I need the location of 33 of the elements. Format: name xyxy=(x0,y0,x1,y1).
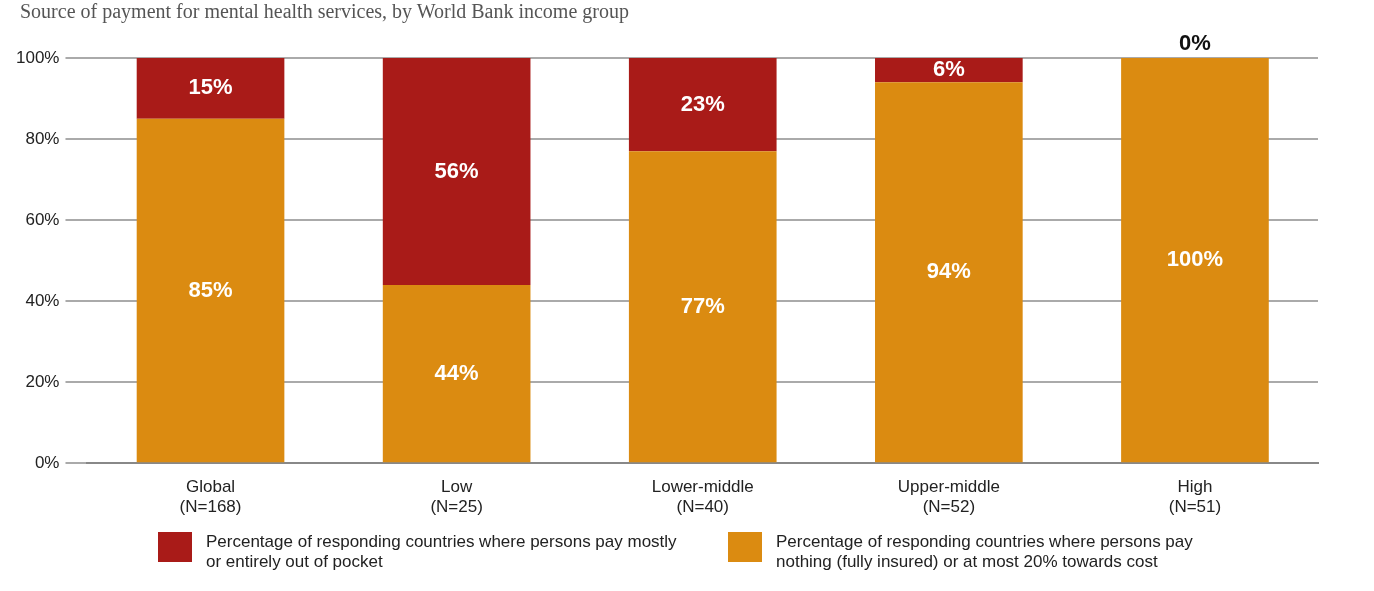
y-tick-label: 20% xyxy=(25,371,60,391)
data-label: 0% xyxy=(1179,30,1211,56)
y-tick-label: 0% xyxy=(34,452,60,472)
data-label: 56% xyxy=(434,157,479,183)
x-tick-label: Low (N=25) xyxy=(430,477,483,517)
bar xyxy=(382,58,531,285)
x-tick-label: Global (N=168) xyxy=(179,477,242,517)
data-label: 77% xyxy=(680,292,725,318)
bar xyxy=(875,58,1023,83)
data-label: 94% xyxy=(926,258,971,284)
y-tick-label: 80% xyxy=(25,128,60,148)
data-label: 44% xyxy=(434,359,479,385)
bar xyxy=(136,118,285,463)
y-tick-label: 100% xyxy=(16,47,60,67)
bar xyxy=(628,58,777,152)
bar xyxy=(1121,58,1269,463)
bar xyxy=(875,82,1023,463)
x-tick-label: Lower-middle (N=40) xyxy=(651,477,754,517)
data-label: 6% xyxy=(932,56,965,82)
bar xyxy=(382,284,531,463)
legend-label: Percentage of responding countries where persons pay mostly or entirely out of pocket xyxy=(206,532,678,572)
chart-title: Source of payment for mental health services, by World Bank income group xyxy=(19,0,630,22)
legend-label: Percentage of responding countries where persons pay nothing (fully insured) or at most 20% towards cost xyxy=(776,532,1194,572)
y-tick-label: 60% xyxy=(25,209,60,229)
y-tick-label: 40% xyxy=(25,290,60,310)
x-tick-label: Upper-middle (N=52) xyxy=(897,477,1000,517)
bar xyxy=(628,151,777,463)
bar xyxy=(136,58,285,119)
data-label: 85% xyxy=(188,276,233,302)
data-label: 23% xyxy=(680,90,725,116)
x-tick-label: High (N=51) xyxy=(1168,477,1222,517)
data-label: 15% xyxy=(188,74,233,100)
data-label: 100% xyxy=(1166,246,1224,272)
